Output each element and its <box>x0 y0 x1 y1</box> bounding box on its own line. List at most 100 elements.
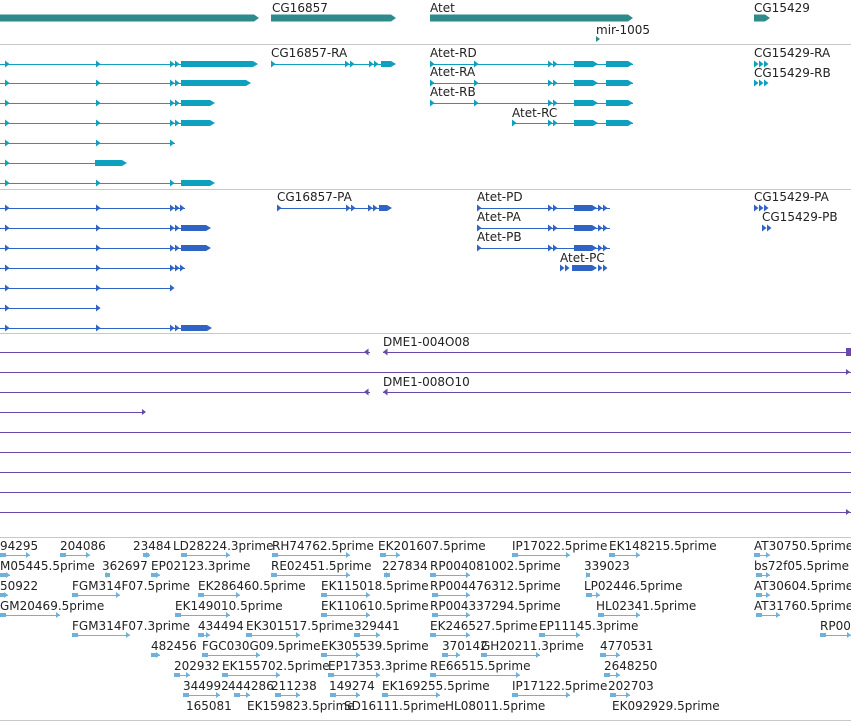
est-feature[interactable]: IP17122.5prime <box>512 679 607 693</box>
transcript-feature[interactable]: Atet-RB <box>430 85 633 107</box>
est-feature[interactable]: 23484 <box>133 539 171 553</box>
transcript-feature[interactable] <box>0 60 258 68</box>
protein-feature[interactable]: Atet-PD <box>477 190 610 212</box>
sequence-feature[interactable] <box>0 509 851 515</box>
est-feature[interactable] <box>756 572 770 578</box>
sequence-feature[interactable] <box>0 388 370 396</box>
est-feature[interactable]: RE66515.5prime <box>430 659 531 673</box>
transcript-feature[interactable] <box>0 159 127 167</box>
est-feature[interactable]: EK110610.5prime <box>321 599 429 613</box>
est-feature[interactable] <box>60 552 90 558</box>
est-feature[interactable] <box>175 612 230 618</box>
sequence-feature[interactable]: DME1-008O10 <box>383 375 851 396</box>
sequence-feature[interactable] <box>0 409 146 415</box>
gene-feature[interactable]: Atet <box>430 1 633 22</box>
transcript-feature[interactable] <box>0 179 215 187</box>
est-feature[interactable]: FGM314F07.3prime <box>72 619 190 633</box>
est-feature[interactable]: 202932 <box>174 659 220 673</box>
est-feature[interactable] <box>430 672 520 678</box>
est-feature[interactable]: SD16111.5prime <box>344 699 445 713</box>
est-feature[interactable]: GM20469.5prime <box>0 599 104 613</box>
est-feature[interactable] <box>604 672 620 678</box>
est-feature[interactable]: HL08011.5prime <box>445 699 545 713</box>
protein-feature[interactable]: Atet-PA <box>477 210 610 232</box>
est-feature[interactable]: HL02341.5prime <box>596 599 696 613</box>
est-feature[interactable]: AT31760.5prime <box>754 599 851 613</box>
est-feature[interactable] <box>0 552 30 558</box>
est-feature[interactable] <box>321 612 370 618</box>
est-feature[interactable]: M05445.5prime <box>0 559 95 573</box>
est-feature[interactable]: EK159823.5prime <box>247 699 355 713</box>
est-feature[interactable]: 339023 <box>584 559 630 573</box>
est-feature[interactable] <box>198 592 240 598</box>
est-feature[interactable]: EK115018.5prime <box>321 579 429 593</box>
est-feature[interactable]: FGM314F07.5prime <box>72 579 190 593</box>
est-feature[interactable]: RP004476312.5prime <box>430 579 561 593</box>
est-feature[interactable]: RP004337294.5prime <box>430 599 561 613</box>
sequence-feature[interactable] <box>0 369 851 375</box>
est-feature[interactable] <box>143 552 150 558</box>
protein-feature[interactable] <box>0 284 175 292</box>
protein-feature[interactable]: Atet-PC <box>560 251 608 272</box>
est-feature[interactable] <box>586 572 590 578</box>
sequence-feature[interactable] <box>0 348 370 356</box>
est-feature[interactable] <box>272 552 350 558</box>
protein-feature[interactable]: CG15429-PA <box>754 190 830 212</box>
protein-feature[interactable]: CG15429-PB <box>762 210 838 232</box>
est-feature[interactable]: 344992 <box>183 679 229 693</box>
est-feature[interactable] <box>432 612 470 618</box>
transcript-feature[interactable]: Atet-RC <box>512 106 633 127</box>
est-feature[interactable] <box>105 572 110 578</box>
transcript-feature[interactable]: CG16857-RA <box>271 46 396 68</box>
est-feature[interactable] <box>586 592 600 598</box>
est-feature[interactable]: RH74762.5prime <box>272 539 374 553</box>
est-feature[interactable]: 444286 <box>228 679 274 693</box>
est-feature[interactable]: EK201607.5prime <box>378 539 486 553</box>
est-feature[interactable] <box>275 692 300 698</box>
est-feature[interactable]: 434494 <box>198 619 244 633</box>
est-feature[interactable]: EK305539.5prime <box>321 639 429 653</box>
est-feature[interactable]: EK092929.5prime <box>612 699 720 713</box>
gene-feature[interactable] <box>0 14 259 22</box>
transcript-feature[interactable]: CG15429-RA <box>754 46 831 68</box>
est-feature[interactable] <box>328 672 380 678</box>
est-feature[interactable]: EK148215.5prime <box>609 539 717 553</box>
est-feature[interactable] <box>380 552 400 558</box>
protein-feature[interactable] <box>0 224 211 232</box>
est-feature[interactable] <box>0 612 60 618</box>
protein-feature[interactable] <box>0 264 185 272</box>
transcript-feature[interactable] <box>0 99 215 107</box>
transcript-feature[interactable]: CG15429-RB <box>754 66 831 87</box>
est-feature[interactable]: 202703 <box>608 679 654 693</box>
est-feature[interactable]: AT30750.5prime <box>754 539 851 553</box>
est-feature[interactable]: 4770531 <box>600 639 653 653</box>
est-feature[interactable] <box>430 632 470 638</box>
est-feature[interactable] <box>246 632 300 638</box>
est-feature[interactable]: bs72f05.5prime <box>754 559 849 573</box>
est-feature[interactable]: 204086 <box>60 539 106 553</box>
est-feature[interactable] <box>754 552 770 558</box>
est-feature[interactable] <box>174 672 190 678</box>
protein-feature[interactable] <box>0 204 185 212</box>
est-feature[interactable]: IP17022.5prime <box>512 539 607 553</box>
protein-feature[interactable] <box>0 244 211 252</box>
est-feature[interactable] <box>72 632 130 638</box>
est-feature[interactable] <box>0 572 10 578</box>
est-feature[interactable]: 370142 <box>442 639 488 653</box>
est-feature[interactable] <box>72 592 120 598</box>
est-feature[interactable]: 165081 <box>186 699 232 713</box>
est-feature[interactable]: LD28224.3prime <box>173 539 274 553</box>
est-feature[interactable]: RE02451.5prime <box>271 559 372 573</box>
est-feature[interactable]: 227834 <box>382 559 428 573</box>
est-feature[interactable]: EP17353.3prime <box>328 659 427 673</box>
est-feature[interactable]: 94295 <box>0 539 38 553</box>
est-feature[interactable] <box>0 592 8 598</box>
gene-feature[interactable]: mir-1005 <box>596 23 650 42</box>
transcript-feature[interactable] <box>0 139 175 147</box>
transcript-feature[interactable]: Atet-RD <box>430 46 633 68</box>
est-feature[interactable]: EK246527.5prime <box>430 619 538 633</box>
est-feature[interactable] <box>539 632 580 638</box>
protein-feature[interactable]: Atet-PB <box>477 230 610 252</box>
